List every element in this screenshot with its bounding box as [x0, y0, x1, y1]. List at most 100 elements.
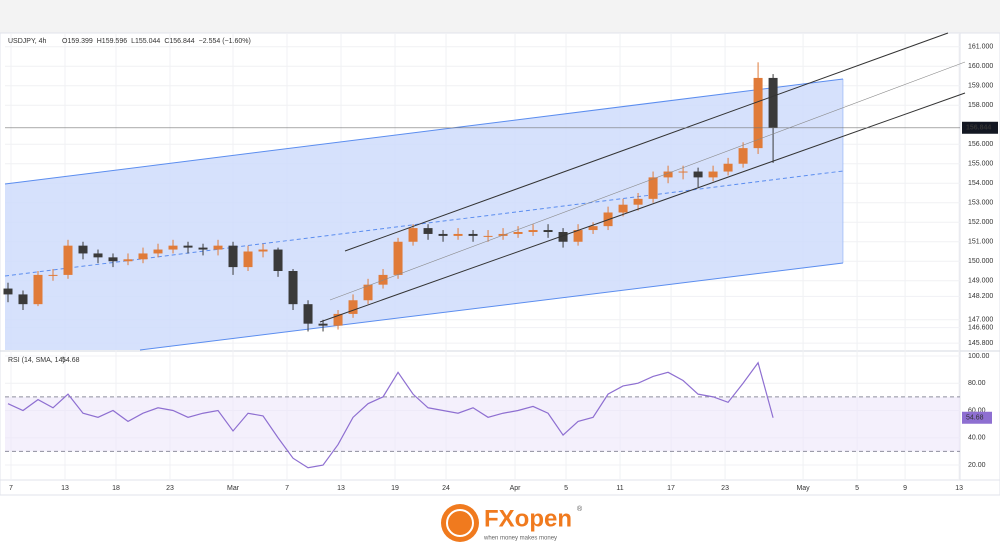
candle-body	[648, 177, 658, 199]
candle-body	[693, 171, 703, 178]
y-tick-label: 159.000	[968, 83, 993, 90]
candle-body	[183, 245, 193, 248]
x-tick-label: 5	[855, 485, 859, 492]
x-tick-label: 23	[721, 485, 729, 492]
candle-body	[468, 233, 478, 236]
candle-body	[123, 259, 133, 262]
x-tick-label: 7	[9, 485, 13, 492]
x-tick-label: Mar	[227, 485, 240, 492]
y-tick-label: 146.600	[968, 324, 993, 331]
candle-body	[168, 245, 178, 250]
rsi-last-box	[962, 411, 992, 424]
ohlc-header: O159.399 H159.596 L155.044 C156.844 −2.554 (…	[62, 38, 251, 45]
y-tick-label: 150.000	[968, 258, 993, 265]
rsi-current-value: 54.68	[62, 357, 80, 364]
candle-body	[723, 163, 733, 172]
ohlc-value: C156.844	[164, 38, 194, 45]
x-tick-label: 9	[903, 485, 907, 492]
candle-body	[198, 247, 208, 250]
x-tick-label: 7	[285, 485, 289, 492]
candle-body	[138, 253, 148, 260]
candle-body	[243, 251, 253, 268]
chart-title: USDJPY, 4h	[8, 38, 46, 45]
x-tick-label: 13	[337, 485, 345, 492]
ohlc-value: H159.596	[97, 38, 127, 45]
candle-body	[63, 245, 73, 275]
channel-lower	[139, 262, 844, 351]
y-tick-label: 40.00	[968, 435, 986, 442]
candle-body	[288, 271, 298, 305]
trend-upper	[344, 32, 949, 252]
x-tick-label: 13	[955, 485, 963, 492]
y-tick-label: 20.00	[968, 462, 986, 469]
candle-body	[348, 300, 358, 314]
y-tick-label: 160.000	[968, 63, 993, 70]
y-tick-label: 156.000	[968, 141, 993, 148]
candle-body	[588, 226, 598, 231]
x-tick-label: Apr	[510, 485, 522, 492]
y-tick-label: 158.000	[968, 102, 993, 109]
candle-body	[453, 233, 463, 236]
candle-body	[93, 253, 103, 258]
candle-body	[438, 233, 448, 236]
x-tick-label: 11	[616, 485, 623, 492]
registered-mark: ®	[577, 505, 583, 513]
candle-body	[663, 171, 673, 178]
candle-body	[318, 323, 328, 326]
candle-body	[108, 257, 118, 262]
trend-lower	[319, 92, 966, 323]
candle-body	[303, 304, 313, 324]
tagline: when money makes money	[483, 536, 557, 542]
candle-body	[573, 230, 583, 242]
rsi-band	[5, 396, 960, 452]
x-tick-label: 24	[442, 485, 450, 492]
candle-body	[48, 274, 58, 276]
candle-body	[513, 231, 523, 234]
rsi-title: RSI (14, SMA, 14)	[8, 357, 65, 364]
candle-body	[213, 245, 223, 250]
last-price-label: 156.844	[966, 125, 991, 132]
candle-body	[708, 171, 718, 178]
rsi-last-label: 54.68	[966, 415, 984, 422]
y-tick-label: 161.000	[968, 44, 993, 51]
y-tick-label: 145.800	[968, 340, 993, 347]
candle-body	[33, 274, 43, 305]
y-tick-label: 151.000	[968, 239, 993, 246]
y-tick-label: 155.000	[968, 161, 993, 168]
candle-body	[738, 148, 748, 164]
candle-body	[528, 230, 538, 232]
ohlc-value: O159.399	[62, 38, 93, 45]
channel-upper	[4, 78, 844, 185]
candle-body	[393, 241, 403, 275]
candle-body	[3, 288, 13, 295]
y-tick-label: 60.00	[968, 407, 986, 414]
x-tick-label: May	[796, 485, 810, 492]
candle-body	[768, 77, 778, 128]
candle-body	[18, 294, 28, 305]
y-tick-label: 148.200	[968, 293, 993, 300]
candle-body	[228, 245, 238, 268]
top-bar	[0, 0, 1000, 33]
candle-body	[558, 231, 568, 242]
candle-body	[408, 228, 418, 242]
candle-body	[78, 245, 88, 254]
x-tick-label: 17	[667, 485, 675, 492]
candle-body	[633, 198, 643, 205]
candle-body	[753, 77, 763, 149]
ohlc-value: −2.554 (−1.60%)	[199, 38, 251, 45]
x-tick-label: 18	[112, 485, 120, 492]
candle-body	[378, 274, 388, 285]
logo-ring	[446, 509, 474, 537]
candle-body	[273, 249, 283, 272]
y-tick-label: 152.000	[968, 219, 993, 226]
x-tick-label: 13	[61, 485, 69, 492]
y-tick-label: 147.000	[968, 317, 993, 324]
brand: FXopen	[484, 505, 572, 532]
candle-body	[423, 228, 433, 234]
trend-middle	[329, 61, 966, 301]
candle-body	[618, 204, 628, 213]
candle-body	[543, 230, 553, 232]
y-tick-label: 153.000	[968, 200, 993, 207]
